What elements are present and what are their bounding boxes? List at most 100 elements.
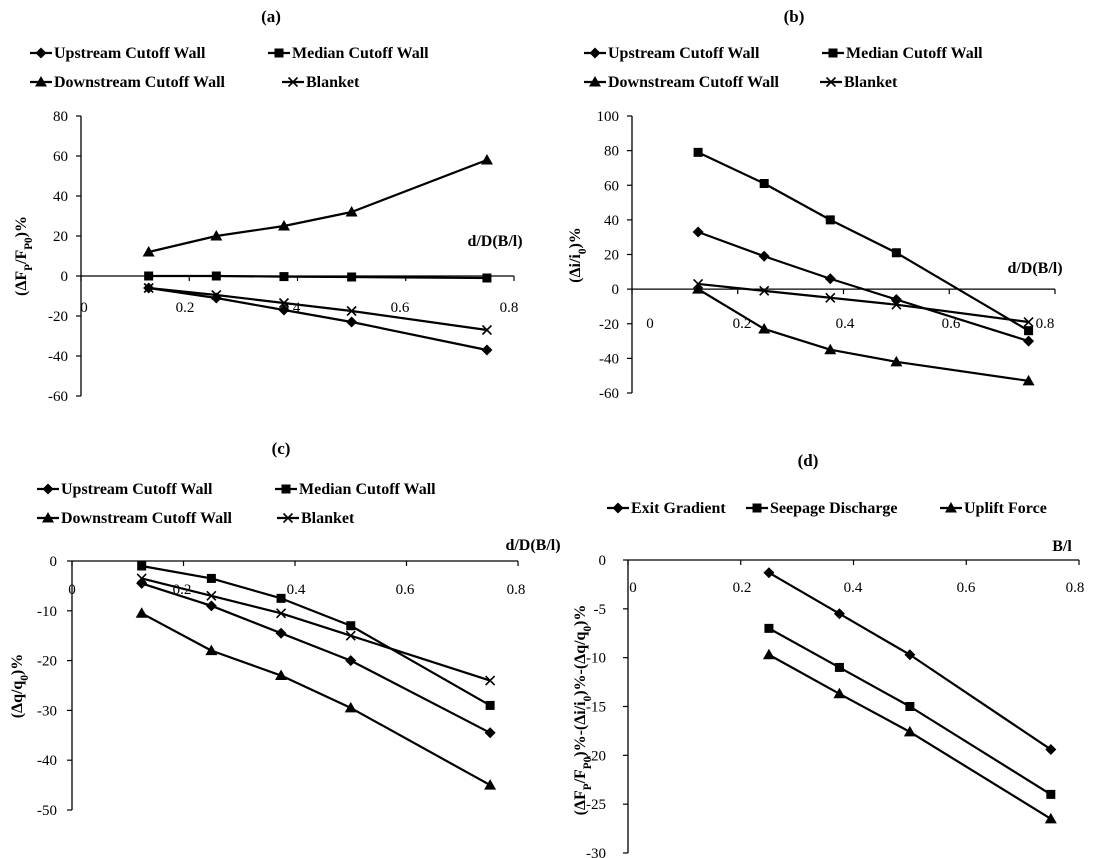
legend-label: Median Cutoff Wall [299,481,436,498]
legend-marker-1 [30,47,52,59]
series-2 [764,623,1056,799]
x-tick-label: 0.4 [836,316,855,332]
data-point [759,285,770,296]
legend-label: Median Cutoff Wall [846,45,983,62]
legend-label: Downstream Cutoff Wall [54,74,226,91]
data-point [833,687,846,699]
y-axis-title: (Δq/q0)% [9,654,31,719]
data-point [758,250,770,262]
legend-label: Upstream Cutoff Wall [608,45,760,62]
legend: Upstream Cutoff Wall Median Cutoff Wall Do… [30,45,429,91]
y-tick-label: -60 [48,389,68,405]
y-tick-label: 20 [53,229,68,245]
data-point [276,593,286,603]
series-line [768,653,1052,820]
series-line [141,577,491,682]
y-tick-label: -40 [37,753,57,769]
x-tick-label: 0.4 [844,580,863,596]
x-tick-label: 0.8 [500,300,519,316]
data-point [211,289,222,301]
data-point [905,702,915,711]
data-point [278,304,290,316]
data-point [142,246,155,257]
panel-title: (a) [261,7,281,26]
data-point [693,278,704,289]
y-tick-label: 80 [604,144,619,160]
data-point [891,248,901,258]
x-tick-label: 0.6 [957,580,976,596]
y-tick-label: -30 [586,846,606,858]
data-point [834,662,844,672]
data-point [485,700,495,710]
data-point [824,273,836,285]
y-tick-label: -20 [599,317,619,333]
chart-panel-d: (d) Exit Gradient Seepage Discharge Uplift … [572,451,1084,858]
data-point [833,608,845,620]
data-point [1044,812,1057,824]
x-axis-title: d/D(B/l) [467,233,522,250]
data-point [345,655,357,667]
y-tick-label: 60 [604,178,619,194]
series-line [768,627,1052,796]
data-point [759,179,769,189]
x-axis-title: d/D(B/l) [505,537,560,554]
x-tick-label: 0.6 [942,316,961,332]
data-point [143,282,154,294]
series-3 [142,154,493,257]
y-tick-label: -20 [586,748,606,764]
x-tick-label: 0.8 [1036,316,1055,332]
data-point [346,621,356,631]
legend-label: Upstream Cutoff Wall [54,45,206,62]
legend-marker-3 [940,502,962,513]
legend-label: Blanket [844,74,898,91]
y-tick-label: -60 [599,386,619,402]
data-point [275,608,287,619]
data-point [1023,335,1035,347]
legend-marker-3 [584,76,606,87]
series-2 [693,147,1034,336]
y-tick-label: -20 [48,309,68,325]
data-point [347,272,357,282]
data-point [1022,374,1035,386]
x-tick-label: 0.4 [287,582,306,598]
data-point [135,607,148,618]
series-line [141,582,491,734]
x-axis-title: B/l [1052,538,1072,555]
data-point [825,292,836,303]
legend: Upstream Cutoff Wall Median Cutoff Wall Do… [37,481,436,527]
y-tick-label: -20 [37,654,57,670]
data-point [484,779,497,790]
data-point [485,675,496,686]
x-tick-label: 0.2 [733,580,752,596]
legend-label: Exit Gradient [631,500,726,517]
legend-marker-4 [277,512,299,524]
x-tick-label: 0.6 [396,582,415,598]
data-point [205,644,218,656]
data-point [277,220,290,231]
series-line [768,571,1052,751]
data-point [137,561,147,571]
y-tick-label: 0 [612,282,620,298]
y-tick-label: 60 [53,149,68,165]
x-tick-label: 0.8 [1066,580,1085,596]
series-1 [763,567,1057,755]
series-line [148,286,488,352]
data-point [206,573,216,583]
legend-marker-2 [822,48,844,58]
data-point [692,226,704,238]
data-point [346,316,358,328]
data-point [481,324,493,336]
legend-marker-3 [37,512,59,523]
panel-title: (b) [784,7,805,26]
data-point [275,627,287,639]
data-point [891,299,902,310]
data-point [482,273,492,283]
data-point [278,297,290,309]
data-point [205,600,217,612]
x-tick-label: 0 [629,580,637,596]
data-point [763,567,775,579]
y-tick-label: 40 [604,213,619,229]
data-point [1023,316,1034,328]
legend: Upstream Cutoff Wall Median Cutoff Wall Do… [584,45,983,91]
